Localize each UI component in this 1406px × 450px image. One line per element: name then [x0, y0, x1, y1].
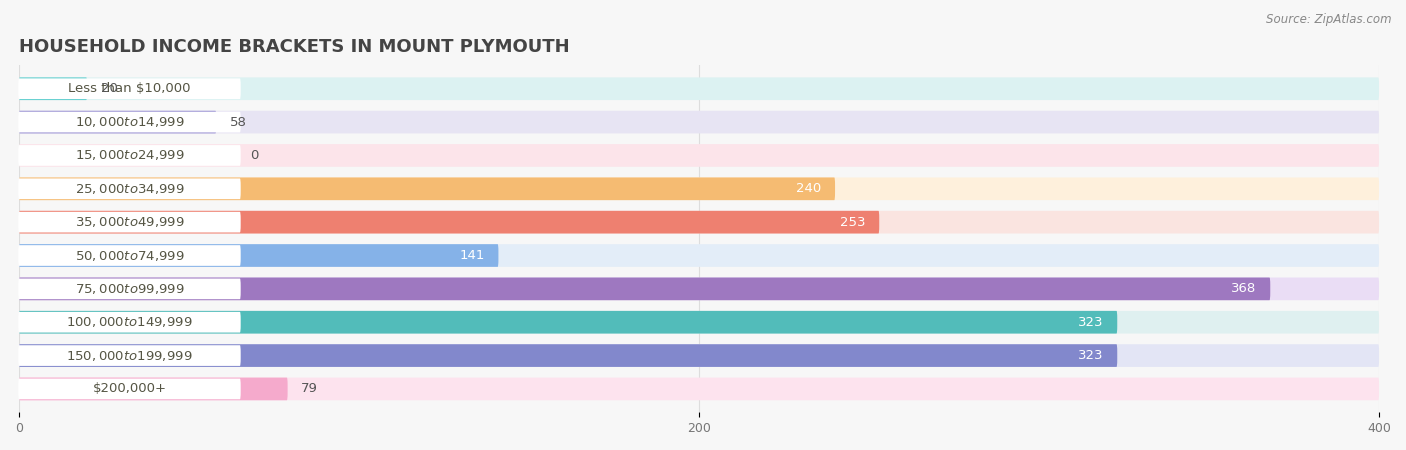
Text: 368: 368: [1232, 282, 1257, 295]
FancyBboxPatch shape: [18, 212, 240, 233]
FancyBboxPatch shape: [20, 144, 1379, 167]
FancyBboxPatch shape: [20, 311, 1379, 333]
Text: $100,000 to $149,999: $100,000 to $149,999: [66, 315, 193, 329]
Text: 240: 240: [796, 182, 821, 195]
FancyBboxPatch shape: [18, 112, 240, 132]
FancyBboxPatch shape: [20, 77, 87, 100]
Text: Source: ZipAtlas.com: Source: ZipAtlas.com: [1267, 14, 1392, 27]
FancyBboxPatch shape: [20, 244, 1379, 267]
FancyBboxPatch shape: [18, 279, 240, 299]
FancyBboxPatch shape: [18, 179, 240, 199]
FancyBboxPatch shape: [20, 177, 1379, 200]
Text: 141: 141: [460, 249, 485, 262]
Text: HOUSEHOLD INCOME BRACKETS IN MOUNT PLYMOUTH: HOUSEHOLD INCOME BRACKETS IN MOUNT PLYMO…: [20, 37, 569, 55]
Text: $150,000 to $199,999: $150,000 to $199,999: [66, 349, 193, 363]
FancyBboxPatch shape: [20, 344, 1379, 367]
Text: $10,000 to $14,999: $10,000 to $14,999: [75, 115, 184, 129]
FancyBboxPatch shape: [18, 312, 240, 333]
Text: 58: 58: [229, 116, 246, 129]
Text: 323: 323: [1078, 316, 1104, 328]
Text: $200,000+: $200,000+: [93, 382, 166, 396]
Text: 253: 253: [841, 216, 866, 229]
FancyBboxPatch shape: [20, 378, 288, 400]
FancyBboxPatch shape: [20, 344, 1118, 367]
FancyBboxPatch shape: [20, 177, 835, 200]
FancyBboxPatch shape: [18, 78, 240, 99]
Text: 79: 79: [301, 382, 318, 396]
Text: Less than $10,000: Less than $10,000: [69, 82, 191, 95]
FancyBboxPatch shape: [18, 145, 240, 166]
Text: $15,000 to $24,999: $15,000 to $24,999: [75, 148, 184, 162]
FancyBboxPatch shape: [20, 211, 879, 234]
FancyBboxPatch shape: [20, 111, 217, 134]
FancyBboxPatch shape: [18, 378, 240, 399]
Text: 0: 0: [250, 149, 259, 162]
Text: $75,000 to $99,999: $75,000 to $99,999: [75, 282, 184, 296]
Text: $25,000 to $34,999: $25,000 to $34,999: [75, 182, 184, 196]
Text: 20: 20: [101, 82, 118, 95]
Text: $35,000 to $49,999: $35,000 to $49,999: [75, 215, 184, 229]
FancyBboxPatch shape: [20, 311, 1118, 333]
Text: $50,000 to $74,999: $50,000 to $74,999: [75, 248, 184, 262]
FancyBboxPatch shape: [18, 345, 240, 366]
FancyBboxPatch shape: [20, 278, 1379, 300]
FancyBboxPatch shape: [20, 77, 1379, 100]
Text: 323: 323: [1078, 349, 1104, 362]
FancyBboxPatch shape: [20, 278, 1270, 300]
FancyBboxPatch shape: [20, 211, 1379, 234]
FancyBboxPatch shape: [20, 244, 498, 267]
FancyBboxPatch shape: [18, 245, 240, 266]
FancyBboxPatch shape: [20, 111, 1379, 134]
FancyBboxPatch shape: [20, 378, 1379, 400]
